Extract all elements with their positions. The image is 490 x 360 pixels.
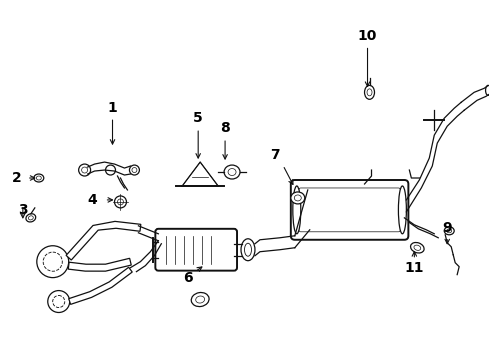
- Text: 4: 4: [88, 193, 98, 207]
- Ellipse shape: [367, 89, 372, 96]
- Ellipse shape: [36, 176, 41, 180]
- Text: 3: 3: [18, 203, 27, 217]
- Text: 10: 10: [358, 28, 377, 42]
- Text: 1: 1: [108, 101, 118, 115]
- Circle shape: [115, 196, 126, 208]
- Text: 2: 2: [12, 171, 22, 185]
- Circle shape: [118, 199, 123, 205]
- Ellipse shape: [228, 168, 236, 176]
- Ellipse shape: [486, 85, 490, 95]
- Text: 6: 6: [183, 271, 193, 285]
- Text: 8: 8: [220, 121, 230, 135]
- Text: 5: 5: [194, 111, 203, 125]
- Text: 7: 7: [270, 148, 280, 162]
- Text: 9: 9: [442, 221, 452, 235]
- FancyBboxPatch shape: [155, 229, 237, 271]
- Ellipse shape: [26, 214, 36, 222]
- Circle shape: [82, 167, 88, 173]
- Circle shape: [129, 165, 140, 175]
- Ellipse shape: [447, 229, 452, 233]
- Ellipse shape: [294, 195, 301, 201]
- Ellipse shape: [414, 245, 421, 250]
- Ellipse shape: [365, 85, 374, 99]
- Circle shape: [43, 252, 62, 271]
- FancyBboxPatch shape: [291, 180, 408, 240]
- Ellipse shape: [28, 216, 33, 220]
- Circle shape: [48, 291, 70, 312]
- Ellipse shape: [398, 186, 406, 234]
- Ellipse shape: [34, 174, 44, 182]
- Circle shape: [105, 165, 116, 175]
- Polygon shape: [69, 267, 132, 304]
- Polygon shape: [66, 221, 141, 260]
- Ellipse shape: [444, 227, 454, 235]
- Ellipse shape: [224, 165, 240, 179]
- Ellipse shape: [291, 192, 305, 204]
- Circle shape: [132, 167, 137, 172]
- Ellipse shape: [245, 243, 251, 256]
- Circle shape: [78, 164, 91, 176]
- Polygon shape: [182, 162, 218, 186]
- FancyBboxPatch shape: [299, 188, 400, 232]
- Ellipse shape: [241, 239, 255, 261]
- Ellipse shape: [411, 243, 424, 253]
- Ellipse shape: [191, 292, 209, 307]
- Circle shape: [37, 246, 69, 278]
- Circle shape: [53, 296, 65, 307]
- Text: 11: 11: [405, 261, 424, 275]
- Polygon shape: [68, 258, 131, 271]
- Ellipse shape: [293, 186, 301, 234]
- Ellipse shape: [196, 296, 205, 303]
